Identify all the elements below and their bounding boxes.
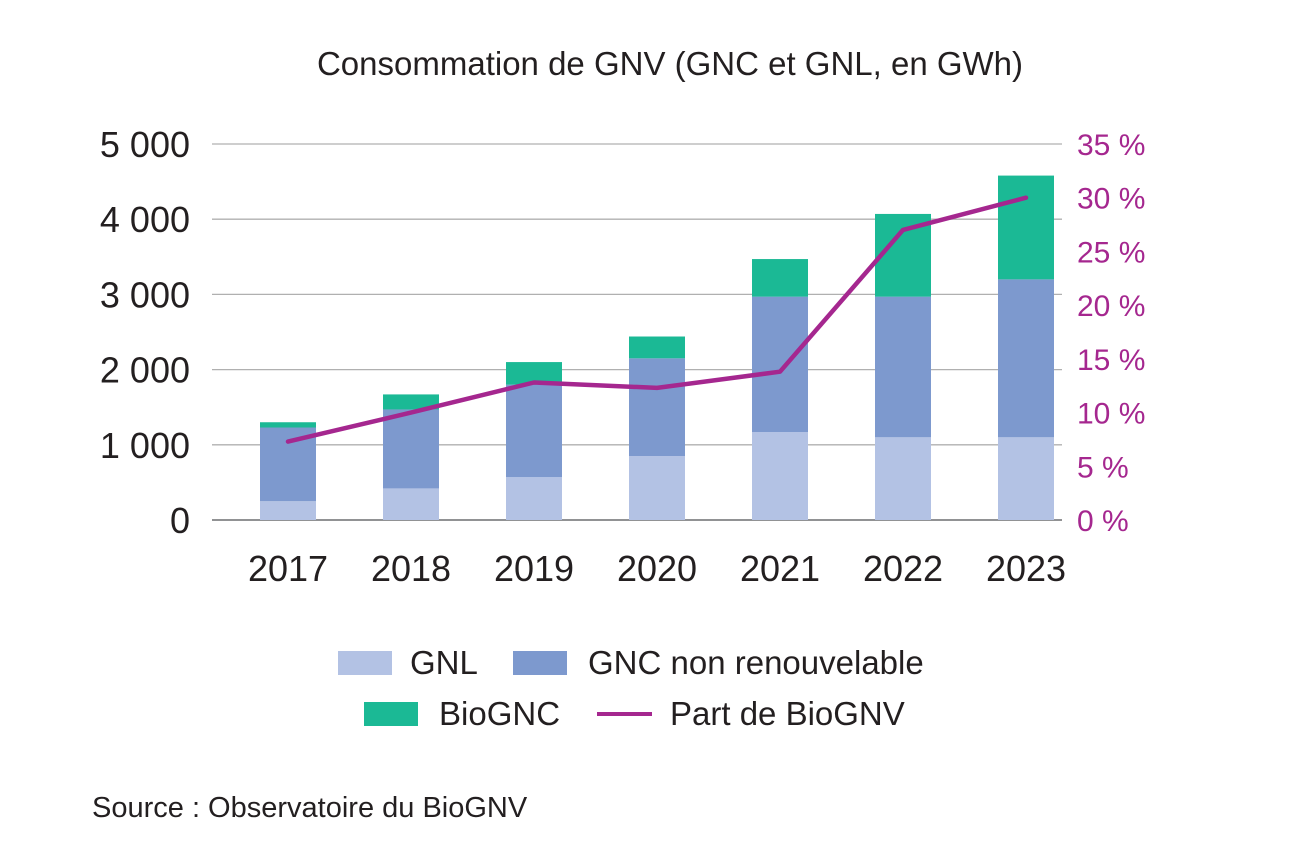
y-left-tick-label: 2 000 [100,350,190,391]
bar-gnl [383,488,439,520]
bar-biognc [629,336,685,359]
bar-biognc [383,394,439,410]
bar-gnc-non-renouvelable [752,296,808,433]
bar-biognc [506,362,562,385]
bar-biognc [998,175,1054,280]
bar-gnc-non-renouvelable [875,296,931,438]
bar-gnc-non-renouvelable [506,384,562,478]
x-tick-label: 2023 [986,548,1066,589]
bar-gnl [875,437,931,520]
bar-gnc-non-renouvelable [383,409,439,489]
bar-biognc [752,259,808,297]
line-part-de-biognv [285,195,1029,444]
x-tick-label: 2018 [371,548,451,589]
legend-label-part-de-biognv: Part de BioGNV [670,695,905,732]
y-right-tick-label: 35 % [1077,129,1145,162]
x-tick-label: 2021 [740,548,820,589]
y-left-tick-label: 1 000 [100,425,190,466]
legend: GNL GNC non renouvelable BioGNC Part de … [338,644,924,732]
x-tick-label: 2017 [248,548,328,589]
y-right-tick-label: 25 % [1077,236,1145,269]
bar-gnl [752,432,808,520]
bar-gnc-non-renouvelable [629,358,685,457]
bar-gnc-non-renouvelable [998,279,1054,438]
legend-label-gnl: GNL [410,644,478,681]
y-right-tick-label: 5 % [1077,451,1129,484]
x-tick-label: 2022 [863,548,943,589]
bar-gnl [998,437,1054,520]
legend-swatch-biognc [364,702,418,726]
y-right-tick-label: 15 % [1077,344,1145,377]
x-axis: 2017 2018 2019 2020 2021 2022 2023 [248,548,1066,589]
line-series [285,195,1029,444]
y-left-tick-label: 4 000 [100,199,190,240]
y-axis-right: 0 % 5 % 10 % 15 % 20 % 25 % 30 % 35 % [1077,129,1145,538]
y-left-tick-label: 5 000 [100,124,190,165]
bar-gnl [629,456,685,520]
legend-swatch-gnl [338,651,392,675]
source-note: Source : Observatoire du BioGNV [92,792,528,824]
y-right-tick-label: 30 % [1077,183,1145,216]
bar-gnl [506,477,562,520]
y-left-tick-label: 0 [170,500,190,541]
y-left-tick-label: 3 000 [100,274,190,315]
y-right-tick-label: 20 % [1077,290,1145,323]
bar-biognc [260,422,316,428]
legend-swatch-gnc-non-renouvelable [513,651,567,675]
y-right-tick-label: 10 % [1077,398,1145,431]
bars [260,175,1054,520]
x-tick-label: 2020 [617,548,697,589]
chart-title: Consommation de GNV (GNC et GNL, en GWh) [317,45,1023,82]
legend-label-biognc: BioGNC [439,695,560,732]
y-right-tick-label: 0 % [1077,505,1129,538]
bar-gnl [260,501,316,520]
x-tick-label: 2019 [494,548,574,589]
legend-label-gnc-non-renouvelable: GNC non renouvelable [588,644,924,681]
y-axis-left: 0 1 000 2 000 3 000 4 000 5 000 [100,124,190,541]
